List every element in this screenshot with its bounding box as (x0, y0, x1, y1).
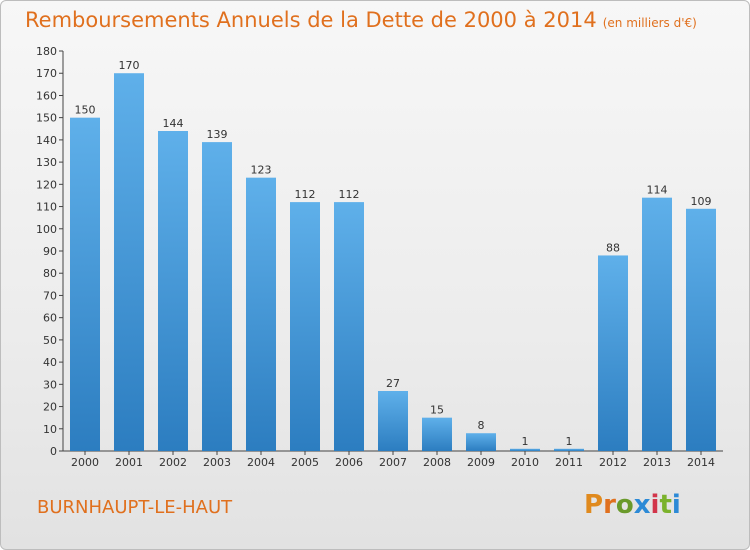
bar-value-label: 112 (295, 188, 316, 201)
y-tick-label: 90 (43, 245, 57, 258)
chart-bars (70, 73, 716, 452)
chart-title: Remboursements Annuels de la Dette de 20… (25, 8, 697, 32)
y-tick-label: 140 (36, 134, 57, 147)
logo-letter: o (615, 490, 634, 520)
bar-value-label: 109 (691, 195, 712, 208)
y-tick-label: 0 (50, 445, 57, 458)
bar (202, 142, 232, 451)
y-tick-label: 110 (36, 201, 57, 214)
bar-value-label: 150 (75, 104, 96, 117)
x-tick-label: 2009 (467, 456, 495, 469)
bar-value-label: 1 (566, 435, 573, 448)
x-tick-label: 2012 (599, 456, 627, 469)
bar (598, 255, 628, 451)
y-tick-label: 150 (36, 112, 57, 125)
x-tick-label: 2014 (687, 456, 715, 469)
logo-letter: r (603, 490, 616, 520)
x-tick-label: 2004 (247, 456, 275, 469)
bar (70, 117, 100, 452)
bar (378, 391, 408, 451)
x-tick-label: 2001 (115, 456, 143, 469)
bar (642, 197, 672, 451)
x-tick-label: 2006 (335, 456, 363, 469)
bar-value-label: 112 (339, 188, 360, 201)
bar-value-label: 139 (207, 128, 228, 141)
bar (334, 202, 364, 451)
bar-value-label: 170 (119, 59, 140, 72)
bar-value-label: 1 (522, 435, 529, 448)
x-tick-label: 2007 (379, 456, 407, 469)
bar (466, 433, 496, 451)
bar (510, 448, 540, 451)
chart-unit: (en milliers d'€) (602, 16, 697, 30)
x-tick-label: 2010 (511, 456, 539, 469)
x-tick-label: 2008 (423, 456, 451, 469)
y-tick-label: 100 (36, 223, 57, 236)
x-tick-label: 2005 (291, 456, 319, 469)
y-tick-label: 40 (43, 356, 57, 369)
logo-letter: P (584, 490, 604, 520)
x-tick-label: 2011 (555, 456, 583, 469)
bar (290, 202, 320, 451)
y-tick-label: 120 (36, 178, 57, 191)
y-tick-label: 80 (43, 267, 57, 280)
y-tick-label: 130 (36, 156, 57, 169)
y-tick-label: 30 (43, 378, 57, 391)
bar-value-label: 88 (606, 241, 620, 254)
commune-name: BURNHAUPT-LE-HAUT (37, 497, 233, 518)
y-tick-label: 160 (36, 89, 57, 102)
y-tick-label: 20 (43, 401, 57, 414)
bar-value-label: 144 (163, 117, 184, 130)
x-tick-label: 2002 (159, 456, 187, 469)
bar (422, 417, 452, 451)
y-tick-label: 180 (36, 45, 57, 58)
y-tick-label: 70 (43, 289, 57, 302)
chart-axes: 0 10 20 30 40 50 60 70 80 90 100 110 120 130 140 150 160… (36, 45, 723, 469)
logo-letter: t (659, 490, 672, 520)
x-tick-label: 2003 (203, 456, 231, 469)
bar (246, 177, 276, 451)
bar-value-label: 27 (386, 377, 400, 390)
y-tick-label: 50 (43, 334, 57, 347)
y-tick-label: 60 (43, 312, 57, 325)
y-tick-label: 10 (43, 423, 57, 436)
chart-title-text: Remboursements Annuels de la Dette de 20… (25, 8, 597, 32)
proxiti-logo: Proxiti (584, 490, 681, 520)
logo-letter: i (671, 490, 681, 520)
bar-value-label: 123 (251, 164, 272, 177)
bar-value-label: 114 (647, 184, 668, 197)
bar (114, 73, 144, 451)
logo-letter: x (633, 490, 651, 520)
x-tick-label: 2000 (71, 456, 99, 469)
bar-value-label: 8 (478, 419, 485, 432)
y-tick-label: 170 (36, 67, 57, 80)
chart-data-labels: 150 170 144 139 123 112 112 27 15 8 1 1 88 114 109 (75, 59, 712, 448)
logo-letter: i (650, 490, 660, 520)
bar-value-label: 15 (430, 404, 444, 417)
bar (686, 208, 716, 451)
x-tick-label: 2013 (643, 456, 671, 469)
bar (554, 448, 584, 451)
bar (158, 131, 188, 451)
